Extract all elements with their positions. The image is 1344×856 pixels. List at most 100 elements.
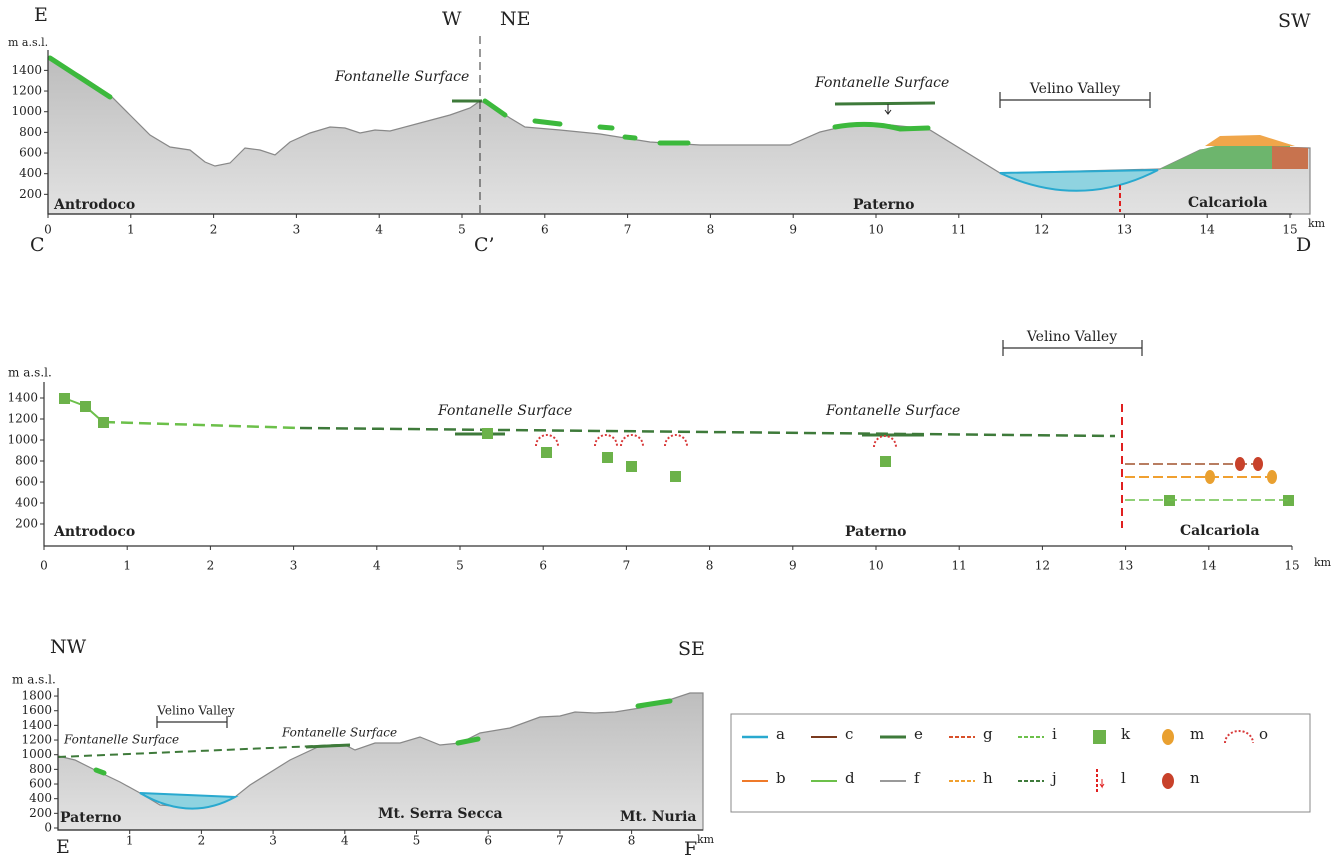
legend-symbol xyxy=(1162,773,1174,789)
y-tick-label: 1000 xyxy=(11,104,42,118)
legend-label: k xyxy=(1121,725,1131,743)
valley-label: Velino Valley xyxy=(1026,329,1117,345)
line-j xyxy=(58,745,340,757)
unit-c xyxy=(1272,146,1308,169)
x-tick-label: 7 xyxy=(556,834,564,848)
place: Antrodoco xyxy=(53,197,135,213)
y-unit: m a.s.l. xyxy=(8,36,48,49)
surface-e xyxy=(455,434,924,435)
legend-label: n xyxy=(1190,769,1200,787)
x-tick-label: 5 xyxy=(413,834,421,848)
x-tick-label: 13 xyxy=(1118,559,1133,573)
place: Paterno xyxy=(60,810,122,826)
valley-label: Velino Valley xyxy=(156,704,235,718)
terrain xyxy=(48,58,1310,214)
place: Mt. Serra Secca xyxy=(378,806,503,822)
x-tick-label: 12 xyxy=(1035,559,1050,573)
x-tick-label: 6 xyxy=(484,834,492,848)
y-tick-label: 1800 xyxy=(21,689,52,703)
legend-label: h xyxy=(983,769,993,787)
x-tick-label: 9 xyxy=(789,223,797,237)
unit-h xyxy=(1205,135,1295,146)
direction: E xyxy=(34,4,48,26)
x-tick-label: 3 xyxy=(290,559,298,573)
legend-label: l xyxy=(1121,769,1126,787)
x-unit: km xyxy=(697,833,715,846)
x-tick-label: 15 xyxy=(1284,559,1299,573)
x-tick-label: 8 xyxy=(706,559,714,573)
legend-label: b xyxy=(776,769,786,787)
x-tick-label: 5 xyxy=(458,223,466,237)
place: Paterno xyxy=(845,524,907,540)
legend-label: o xyxy=(1259,725,1268,743)
y-tick-label: 1200 xyxy=(21,733,52,747)
x-tick-label: 6 xyxy=(541,223,549,237)
x-tick-label: 7 xyxy=(623,559,631,573)
y-tick-label: 600 xyxy=(19,146,42,160)
endpoint: F xyxy=(684,838,697,856)
x-tick-label: 2 xyxy=(207,559,215,573)
y-tick-label: 1000 xyxy=(7,433,38,447)
arrow xyxy=(885,104,891,114)
place: Paterno xyxy=(853,197,915,213)
x-tick-label: 1 xyxy=(127,223,135,237)
direction: NE xyxy=(500,8,531,30)
x-tick-label: 11 xyxy=(951,223,966,237)
x-tick-label: 12 xyxy=(1034,223,1049,237)
direction: SW xyxy=(1278,10,1311,32)
x-tick-label: 5 xyxy=(456,559,464,573)
markers-o xyxy=(536,435,896,447)
legend-symbol xyxy=(1162,729,1174,745)
surface-label: Fontanelle Surface xyxy=(63,733,179,747)
y-tick-label: 400 xyxy=(19,166,42,180)
legend-label: i xyxy=(1052,725,1057,743)
x-unit: km xyxy=(1308,217,1326,230)
x-tick-label: 14 xyxy=(1200,223,1216,237)
y-tick-label: 200 xyxy=(29,806,52,820)
x-tick-label: 14 xyxy=(1201,559,1217,573)
unit-d xyxy=(1160,146,1290,169)
markers-n xyxy=(1235,457,1263,471)
y-tick-label: 200 xyxy=(15,517,38,531)
place: Calcariola xyxy=(1188,195,1268,211)
legend-label: e xyxy=(914,725,923,743)
x-tick-label: 4 xyxy=(341,834,349,848)
y-tick-label: 1400 xyxy=(7,391,38,405)
x-tick-label: 10 xyxy=(868,223,883,237)
y-tick-label: 1000 xyxy=(21,747,52,761)
endpoint: D xyxy=(1296,234,1311,256)
y-tick-label: 600 xyxy=(15,475,38,489)
x-tick-label: 10 xyxy=(868,559,883,573)
x-tick-label: 2 xyxy=(210,223,218,237)
y-tick-label: 0 xyxy=(44,821,52,835)
y-tick-label: 1600 xyxy=(21,703,52,717)
legend-label: c xyxy=(845,725,853,743)
x-tick-label: 9 xyxy=(789,559,797,573)
surface-label: Fontanelle Surface xyxy=(334,69,469,85)
line-j xyxy=(300,428,1115,436)
surface-label: Fontanelle Surface xyxy=(437,403,572,419)
y-tick-label: 800 xyxy=(15,454,38,468)
y-tick-label: 200 xyxy=(19,187,42,201)
y-tick-label: 1400 xyxy=(21,718,52,732)
legend-label: g xyxy=(983,725,993,743)
x-tick-label: 3 xyxy=(293,223,301,237)
x-tick-label: 1 xyxy=(126,834,134,848)
endpoint: C xyxy=(30,234,45,256)
x-tick-label: 0 xyxy=(44,223,52,237)
x-tick-label: 6 xyxy=(539,559,547,573)
surface-e xyxy=(452,101,935,104)
endpoint: E xyxy=(56,836,70,856)
page: E W NE SW C C’ D m a.s.l. km Fontanelle … xyxy=(0,0,1344,856)
x-tick-label: 8 xyxy=(707,223,715,237)
place: Mt. Nuria xyxy=(620,809,696,825)
legend-label: a xyxy=(776,725,785,743)
y-tick-label: 1200 xyxy=(11,84,42,98)
x-tick-label: 11 xyxy=(952,559,967,573)
legend-label: m xyxy=(1190,725,1204,743)
x-unit: km xyxy=(1314,556,1332,569)
axes xyxy=(44,382,1292,546)
surface-label: Fontanelle Surface xyxy=(814,75,949,91)
x-tick-label: 4 xyxy=(373,559,381,573)
valley-bracket xyxy=(157,716,227,728)
